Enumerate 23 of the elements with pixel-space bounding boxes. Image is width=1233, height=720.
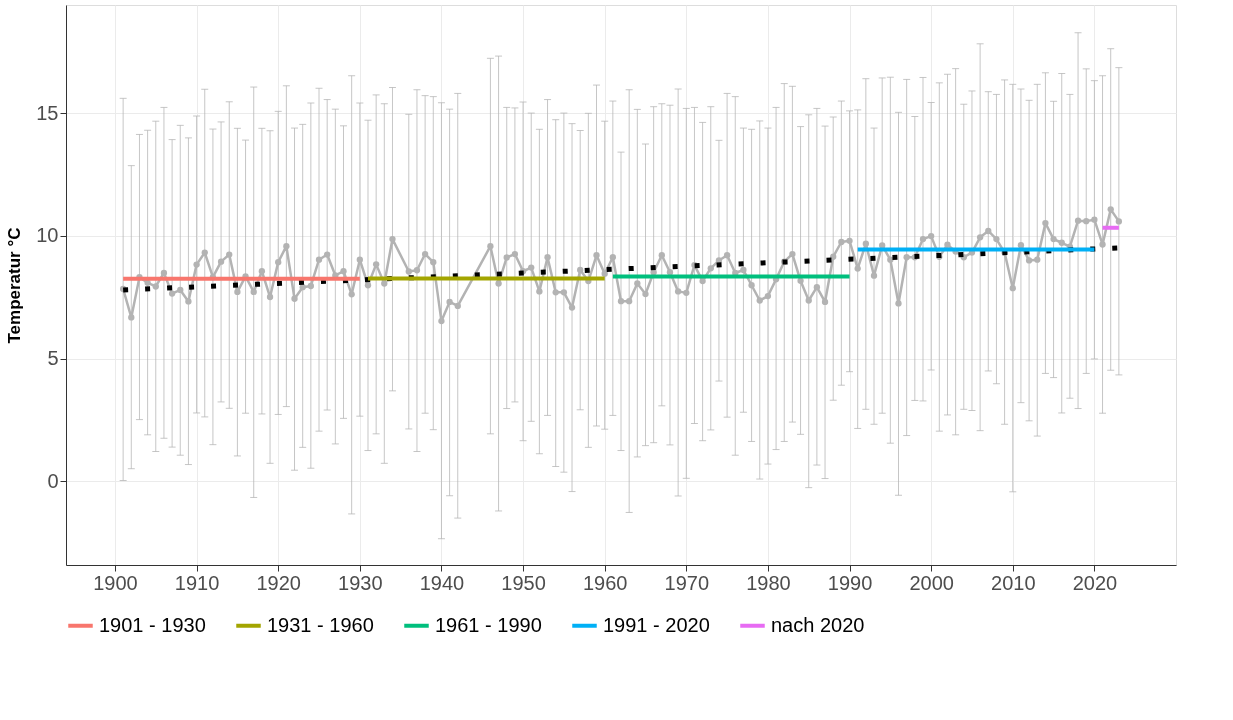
x-tick-label: 1980	[746, 571, 791, 594]
y-tick-label: 5	[47, 347, 59, 370]
legend-label: nach 2020	[771, 613, 865, 636]
x-tick-label: 1930	[338, 571, 383, 594]
legend-label: 1931 - 1960	[267, 613, 374, 636]
legend-label: 1991 - 2020	[603, 613, 710, 636]
legend-label: 1901 - 1930	[99, 613, 206, 636]
legend-label: 1961 - 1990	[435, 613, 542, 636]
x-tick-label: 1950	[501, 571, 546, 594]
x-tick-label: 1900	[93, 571, 138, 594]
x-tick-label: 1990	[827, 571, 873, 594]
y-tick-label: 15	[36, 101, 59, 124]
x-tick-label: 2020	[1072, 571, 1118, 594]
x-tick-label: 1970	[664, 571, 710, 594]
x-tick-label: 1910	[174, 571, 220, 594]
y-tick-label: 0	[47, 469, 59, 492]
x-tick-label: 1960	[582, 571, 628, 594]
x-tick-label: 1920	[256, 571, 301, 594]
x-tick-label: 1940	[419, 571, 465, 594]
x-tick-label: 2010	[991, 571, 1036, 594]
y-axis-title: Temperatur °C	[5, 227, 25, 344]
x-tick-label: 2000	[909, 571, 954, 594]
y-tick-label: 10	[36, 224, 59, 247]
